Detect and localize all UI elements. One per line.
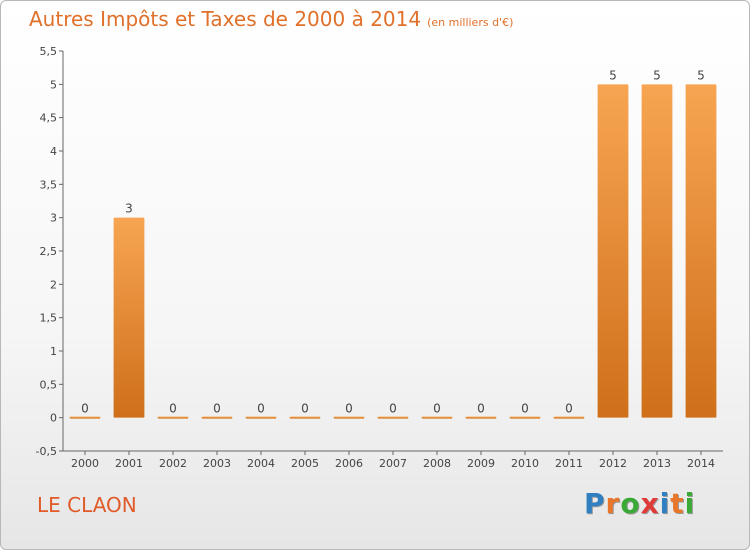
x-tick-label: 2014 bbox=[687, 457, 715, 470]
y-tick-label: 5 bbox=[50, 78, 57, 91]
y-tick-label: 4,5 bbox=[40, 112, 58, 125]
bar-2000 bbox=[69, 416, 101, 419]
x-tick-label: 2001 bbox=[115, 457, 143, 470]
bar-2007 bbox=[377, 416, 409, 419]
x-tick-label: 2006 bbox=[335, 457, 363, 470]
x-tick-label: 2007 bbox=[379, 457, 407, 470]
brand-letter: t bbox=[670, 487, 685, 520]
bar-2014 bbox=[685, 84, 717, 418]
data-label: 3 bbox=[125, 202, 133, 216]
bar-2011 bbox=[553, 416, 585, 419]
x-tick-label: 2005 bbox=[291, 457, 319, 470]
chart-unit: (en milliers d'€) bbox=[427, 16, 514, 29]
brand-letter: r bbox=[605, 487, 621, 520]
x-tick-label: 2000 bbox=[71, 457, 99, 470]
x-tick-label: 2008 bbox=[423, 457, 451, 470]
x-tick-label: 2010 bbox=[511, 457, 539, 470]
bar-2010 bbox=[509, 416, 541, 419]
data-label: 0 bbox=[213, 402, 221, 416]
data-label: 0 bbox=[81, 402, 89, 416]
data-label: 0 bbox=[345, 402, 353, 416]
y-tick-label: 3,5 bbox=[40, 178, 58, 191]
y-tick-label: 0 bbox=[50, 412, 57, 425]
data-label: 5 bbox=[697, 68, 705, 82]
chart-title: Autres Impôts et Taxes de 2000 à 2014 (en… bbox=[29, 7, 513, 31]
bar-2008 bbox=[421, 416, 453, 419]
brand-letter: i bbox=[684, 487, 696, 520]
bar-2013 bbox=[641, 84, 673, 418]
bar-2005 bbox=[289, 416, 321, 419]
bar-2001 bbox=[113, 217, 145, 418]
y-tick-label: 1 bbox=[50, 345, 57, 358]
data-label: 0 bbox=[565, 402, 573, 416]
y-tick-label: -0,5 bbox=[36, 445, 57, 458]
y-tick-label: 4 bbox=[50, 145, 57, 158]
chart-title-text: Autres Impôts et Taxes de 2000 à 2014 bbox=[29, 7, 422, 31]
data-label: 0 bbox=[301, 402, 309, 416]
bar-2006 bbox=[333, 416, 365, 419]
x-tick-label: 2009 bbox=[467, 457, 495, 470]
data-label: 0 bbox=[169, 402, 177, 416]
y-tick-label: 5,5 bbox=[40, 45, 58, 58]
x-tick-label: 2003 bbox=[203, 457, 231, 470]
y-tick-label: 0,5 bbox=[40, 378, 58, 391]
data-label: 5 bbox=[609, 68, 617, 82]
proxiti-logo[interactable]: Proxiti bbox=[584, 487, 695, 520]
bar-2004 bbox=[245, 416, 277, 419]
y-tick-label: 1,5 bbox=[40, 312, 58, 325]
bar-2012 bbox=[597, 84, 629, 418]
bar-2003 bbox=[201, 416, 233, 419]
bar-2002 bbox=[157, 416, 189, 419]
bar-2009 bbox=[465, 416, 497, 419]
data-label: 0 bbox=[433, 402, 441, 416]
brand-letter: i bbox=[659, 487, 671, 520]
y-tick-label: 2,5 bbox=[40, 245, 58, 258]
x-tick-label: 2011 bbox=[555, 457, 583, 470]
brand-letter: x bbox=[640, 487, 660, 520]
data-label: 0 bbox=[521, 402, 529, 416]
brand-letter: P bbox=[584, 487, 606, 520]
data-label: 0 bbox=[389, 402, 397, 416]
brand-letter: o bbox=[620, 487, 641, 520]
x-tick-label: 2002 bbox=[159, 457, 187, 470]
x-tick-label: 2004 bbox=[247, 457, 275, 470]
x-tick-label: 2013 bbox=[643, 457, 671, 470]
y-tick-label: 3 bbox=[50, 212, 57, 225]
data-label: 5 bbox=[653, 68, 661, 82]
data-label: 0 bbox=[257, 402, 265, 416]
y-tick-label: 2 bbox=[50, 278, 57, 291]
x-tick-label: 2012 bbox=[599, 457, 627, 470]
town-name: LE CLAON bbox=[37, 493, 137, 517]
data-label: 0 bbox=[477, 402, 485, 416]
